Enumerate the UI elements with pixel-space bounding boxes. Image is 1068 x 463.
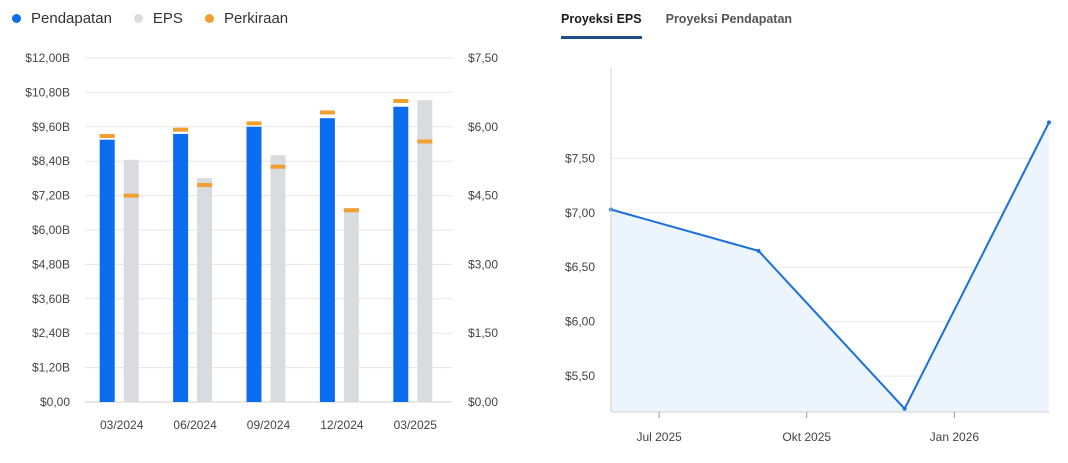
eps-bar: [270, 155, 286, 402]
revenue-bar: [319, 118, 335, 402]
eps-estimate-marker: [197, 183, 213, 188]
chart-legend: Pendapatan EPS Perkiraan: [12, 10, 288, 27]
revenue-estimate-marker: [246, 121, 262, 126]
right-axis-tick-label: $6,00: [468, 120, 498, 134]
right-axis-tick-label: $4,50: [468, 189, 498, 203]
y-axis-tick-label: $6,50: [565, 260, 595, 274]
legend-dot-pendapatan-icon: [12, 14, 21, 23]
right-axis-tick-label: $0,00: [468, 395, 498, 409]
legend-item-pendapatan[interactable]: Pendapatan: [12, 10, 112, 27]
revenue-estimate-marker: [393, 99, 409, 103]
y-axis-tick-label: $7,00: [565, 206, 595, 220]
eps-line: [610, 121, 1050, 411]
eps-estimate-marker: [123, 193, 139, 198]
left-axis-tick-label: $9,60B: [32, 120, 70, 134]
left-axis-tick-label: $2,40B: [32, 326, 70, 340]
legend-dot-eps-icon: [133, 14, 143, 23]
eps-projection-line-chart: $5,50 $6,00 $6,50 $7,00 $7,50 Jul 2025 Okt 202…: [565, 68, 1051, 444]
left-axis-tick-label: $4,80B: [32, 257, 70, 271]
left-axis-tick-label: $3,60B: [32, 292, 70, 306]
revenue-estimate-marker: [99, 133, 115, 138]
left-axis-tick-label: $7,20B: [32, 189, 70, 203]
eps-bar: [343, 207, 359, 402]
eps-estimate-marker: [417, 139, 433, 144]
eps-bar: [417, 100, 433, 403]
right-axis-tick-label: $1,50: [468, 326, 498, 340]
eps-estimate-marker: [343, 208, 359, 213]
legend-item-perkiraan[interactable]: Perkiraan: [204, 10, 289, 27]
legend-dot-perkiraan-icon: [204, 14, 214, 23]
eps-point: [902, 406, 907, 411]
left-axis-tick-label: $12,00B: [25, 51, 70, 65]
left-axis-tick-label: $0,00: [40, 395, 70, 409]
tab-proyeksi-pendapatan[interactable]: Proyeksi Pendapatan: [665, 12, 793, 26]
y-axis-tick-label: $5,50: [565, 369, 595, 383]
projection-tabs: Proyeksi EPS Proyeksi Pendapatan: [561, 12, 792, 39]
legend-label-pendapatan: Pendapatan: [31, 10, 112, 27]
revenue-estimate-marker: [173, 127, 189, 132]
left-axis-tick-label: $8,40B: [32, 154, 70, 168]
revenue-bar: [173, 133, 189, 402]
revenue-estimate-marker: [319, 110, 335, 115]
x-axis-tick-label: 03/2025: [394, 418, 438, 432]
x-axis-tick-label: Jul 2025: [636, 430, 682, 444]
left-axis-tick-label: $10,80B: [25, 85, 70, 99]
x-axis-tick-label: 09/2024: [247, 418, 291, 432]
y-axis-tick-label: $6,00: [565, 315, 595, 329]
x-axis-tick-label: 12/2024: [320, 418, 364, 432]
left-axis-tick-label: $6,00B: [32, 223, 70, 237]
x-axis-tick-label: 06/2024: [173, 418, 217, 432]
tab-proyeksi-eps[interactable]: Proyeksi EPS: [561, 12, 642, 39]
left-axis-tick-label: $1,20B: [32, 361, 70, 375]
legend-label-perkiraan: Perkiraan: [223, 10, 289, 27]
legend-item-eps[interactable]: EPS: [133, 10, 183, 27]
revenue-bar: [393, 106, 409, 402]
legend-label-eps: EPS: [152, 10, 183, 27]
revenue-bar: [99, 139, 115, 402]
right-axis-tick-label: $3,00: [468, 257, 498, 271]
x-axis-tick-label: 03/2024: [100, 418, 144, 432]
eps-estimate-marker: [270, 164, 286, 169]
eps-bar: [197, 178, 213, 402]
y-axis-tick-label: $7,50: [565, 151, 595, 165]
revenue-bar: [246, 126, 262, 403]
revenue-eps-bar-chart: $0,00 $1,20B $2,40B $3,60B $4,80B $6,00B $7,20…: [25, 51, 498, 432]
x-axis-tick-label: Okt 2025: [782, 430, 831, 444]
eps-point: [1047, 120, 1051, 125]
eps-point: [756, 248, 761, 253]
eps-bar: [123, 159, 139, 402]
x-axis-tick-label: Jan 2026: [930, 430, 980, 444]
right-axis-tick-label: $7,50: [468, 51, 498, 65]
